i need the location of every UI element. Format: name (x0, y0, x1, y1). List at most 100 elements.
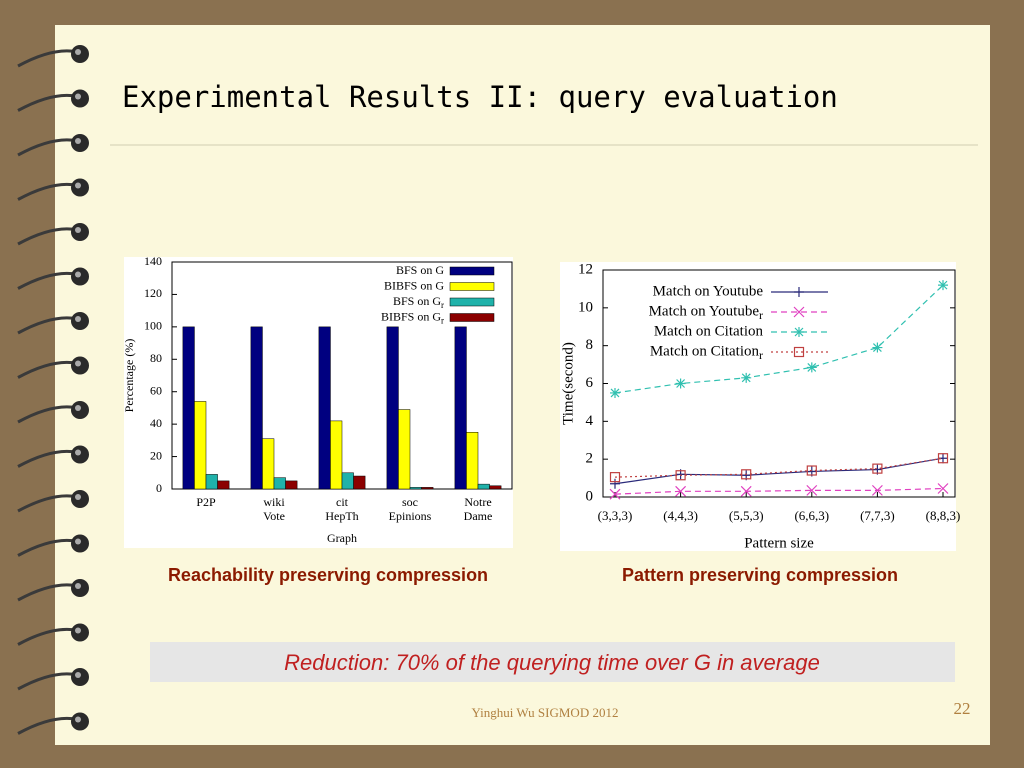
ring-shine (75, 227, 81, 233)
x-tick-label: (5,5,3) (729, 508, 764, 523)
marker (806, 465, 817, 476)
binding-rings (17, 45, 89, 735)
bar (489, 485, 502, 490)
x-tick-label: (3,3,3) (598, 508, 633, 523)
series-line (614, 487, 944, 495)
chart-caption: Reachability preserving compression (168, 565, 488, 585)
bar (421, 487, 434, 490)
y-tick-label: 60 (150, 383, 162, 397)
legend-subscript: r (441, 316, 444, 326)
footer: Yinghui Wu SIGMOD 2012 (472, 705, 619, 720)
bar (205, 474, 218, 490)
bar (318, 326, 331, 490)
legend-label: BFS on G (396, 263, 444, 277)
marker (937, 453, 949, 464)
x-tick-label: soc (402, 495, 418, 509)
ring-shine (75, 93, 81, 100)
chart: 0 2 4 6 8 10 12 Time(second) (3,3,3) (4,4,3) (5,5,… (560, 261, 960, 551)
marker (675, 485, 687, 497)
x-tick-label: (8,8,3) (926, 508, 961, 523)
y-tick-label: 140 (144, 254, 162, 268)
y-tick-label: 6 (586, 375, 594, 391)
legend-swatch (449, 313, 495, 322)
bar (182, 326, 195, 490)
x-tick-label: Vote (263, 509, 285, 523)
marker (610, 387, 620, 398)
ring-shine (75, 49, 81, 55)
marker (741, 469, 752, 480)
marker (675, 470, 686, 481)
bar (353, 475, 366, 490)
slide-title: Experimental Results II: query evaluatio… (122, 80, 838, 114)
legend-swatch (449, 266, 495, 276)
marker (872, 342, 883, 353)
note: Reduction: 70% of the querying time over… (284, 650, 820, 675)
plot-frame (602, 269, 956, 498)
legend-marker (794, 327, 804, 337)
bar (330, 420, 343, 490)
bar (262, 438, 275, 490)
y-tick-label: 80 (150, 351, 162, 365)
legend-label: Match on Citationr (650, 343, 763, 361)
legend-label: Match on Youtuber (649, 303, 763, 321)
x-tick-label: (4,4,3) (663, 508, 698, 523)
bar (386, 326, 399, 490)
ring-shine (75, 672, 81, 678)
marker (806, 362, 817, 373)
x-tick-label: wiki (263, 495, 285, 509)
chart-caption: Pattern preserving compression (622, 565, 898, 585)
legend-marker (794, 287, 804, 297)
x-tick-label: (6,6,3) (794, 508, 829, 523)
y-tick-label: 20 (150, 448, 162, 462)
legend-subscript: r (759, 348, 763, 362)
legend-swatch (449, 297, 495, 307)
x-tick-label: P2P (196, 495, 216, 509)
ring-shine (75, 271, 81, 278)
ring-shine (75, 449, 81, 456)
chart: 0 20 40 60 80 100 120 140 Percentage (%) P2P wikiV… (122, 254, 513, 545)
marker (740, 485, 752, 497)
x-tick-label: Dame (464, 509, 493, 523)
bar (250, 326, 263, 490)
y-axis-label: Time(second) (560, 342, 576, 425)
x-axis-label: Pattern size (744, 535, 814, 551)
x-tick-label: (7,7,3) (860, 508, 895, 523)
y-tick-label: 12 (578, 261, 593, 277)
x-tick-label: Epinions (389, 509, 432, 523)
marker (871, 484, 883, 496)
legend-marker (793, 306, 805, 318)
legend-label: Match on Youtube (653, 283, 764, 299)
chart-frame (560, 262, 956, 551)
x-tick-label: HepTh (325, 509, 358, 523)
y-tick-label: 10 (578, 299, 593, 315)
bar (285, 480, 298, 490)
series-line (614, 284, 944, 394)
ring-shine (75, 494, 81, 500)
marker (806, 484, 818, 496)
bar (273, 477, 286, 490)
bar (194, 401, 207, 490)
y-tick-label: 100 (144, 319, 162, 333)
marker (741, 372, 752, 383)
x-tick-label: cit (336, 495, 349, 509)
y-axis-label: Percentage (%) (122, 339, 136, 413)
y-tick-label: 0 (586, 488, 594, 504)
legend-subscript: r (441, 300, 444, 310)
y-tick-label: 4 (586, 413, 594, 429)
ring-shine (75, 627, 81, 634)
marker (609, 472, 621, 483)
bar (217, 480, 230, 490)
marker (675, 378, 686, 389)
bar (466, 432, 479, 490)
ring-shine (75, 182, 81, 189)
marker (937, 483, 949, 494)
y-tick-label: 0 (156, 481, 162, 495)
page-number: 22 (954, 699, 971, 718)
marker (610, 478, 620, 489)
ring-shine (75, 138, 81, 144)
y-tick-label: 8 (586, 337, 594, 353)
bar (477, 483, 490, 490)
ring-shine (75, 360, 81, 367)
marker (609, 488, 621, 500)
